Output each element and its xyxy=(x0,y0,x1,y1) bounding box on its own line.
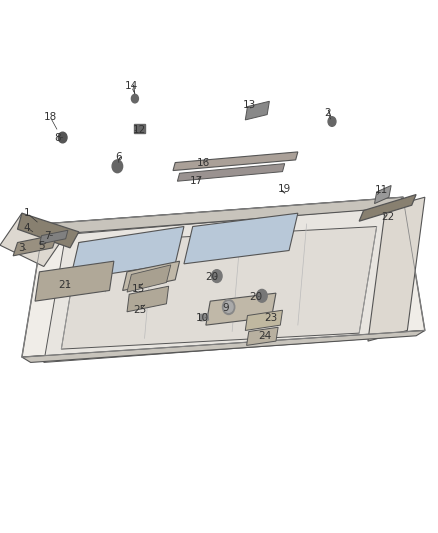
Text: 3: 3 xyxy=(18,243,25,253)
Circle shape xyxy=(328,117,336,126)
Polygon shape xyxy=(247,327,278,345)
Polygon shape xyxy=(184,213,298,264)
Text: 13: 13 xyxy=(243,100,256,110)
Text: 11: 11 xyxy=(374,185,388,195)
Text: 24: 24 xyxy=(258,331,272,341)
Polygon shape xyxy=(359,195,416,221)
Text: 21: 21 xyxy=(58,280,71,290)
Text: 20: 20 xyxy=(249,293,262,302)
Text: 16: 16 xyxy=(197,158,210,167)
Polygon shape xyxy=(123,261,180,290)
Text: 15: 15 xyxy=(131,284,145,294)
Polygon shape xyxy=(35,261,114,301)
Text: 18: 18 xyxy=(44,112,57,122)
Polygon shape xyxy=(44,208,407,362)
Circle shape xyxy=(58,132,67,143)
Polygon shape xyxy=(44,197,403,235)
Text: 19: 19 xyxy=(278,184,291,194)
Text: 12: 12 xyxy=(133,125,146,134)
Bar xyxy=(134,124,145,133)
Polygon shape xyxy=(61,227,377,349)
Polygon shape xyxy=(374,185,391,204)
Text: 25: 25 xyxy=(134,305,147,315)
Text: 2: 2 xyxy=(324,108,331,118)
Circle shape xyxy=(112,160,123,173)
Polygon shape xyxy=(22,197,425,357)
Text: 5: 5 xyxy=(38,241,45,251)
Polygon shape xyxy=(127,265,171,292)
Text: 1: 1 xyxy=(24,208,31,218)
Text: 9: 9 xyxy=(222,303,229,313)
Polygon shape xyxy=(127,286,169,312)
Text: 8: 8 xyxy=(54,133,61,142)
Text: 23: 23 xyxy=(264,313,277,323)
Text: 20: 20 xyxy=(205,272,219,282)
Circle shape xyxy=(212,270,222,282)
Polygon shape xyxy=(368,197,425,341)
Circle shape xyxy=(257,289,267,302)
Text: 14: 14 xyxy=(125,82,138,91)
Polygon shape xyxy=(245,310,283,330)
Text: 17: 17 xyxy=(190,176,203,186)
Polygon shape xyxy=(18,213,79,248)
Circle shape xyxy=(131,94,138,103)
Text: 4: 4 xyxy=(24,223,31,232)
Text: 7: 7 xyxy=(44,231,51,240)
Circle shape xyxy=(223,300,235,314)
Polygon shape xyxy=(39,230,68,244)
Polygon shape xyxy=(70,227,184,280)
Text: 10: 10 xyxy=(196,313,209,322)
Text: 6: 6 xyxy=(115,152,122,162)
Polygon shape xyxy=(206,293,276,325)
Polygon shape xyxy=(22,330,425,362)
Text: 22: 22 xyxy=(381,212,394,222)
Polygon shape xyxy=(177,164,285,181)
Bar xyxy=(200,313,208,321)
Polygon shape xyxy=(173,152,298,171)
Circle shape xyxy=(224,302,233,312)
Polygon shape xyxy=(0,213,66,266)
Polygon shape xyxy=(13,235,57,256)
Polygon shape xyxy=(245,101,269,120)
